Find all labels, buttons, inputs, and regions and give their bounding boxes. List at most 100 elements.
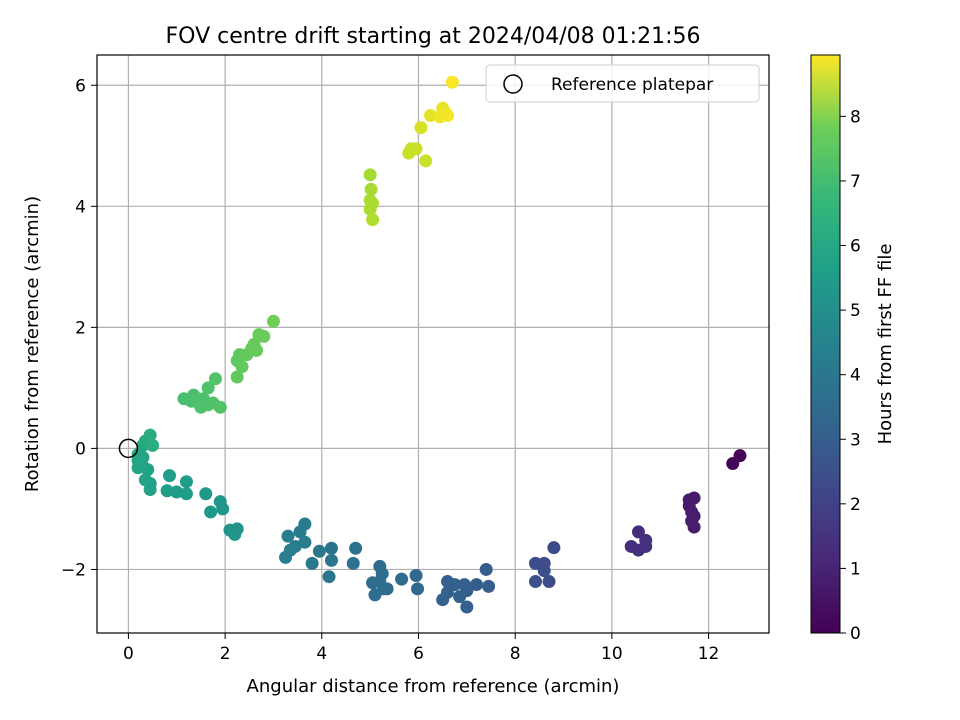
data-point [411, 582, 425, 596]
data-point [179, 475, 193, 489]
y-tick-label: 0 [75, 439, 86, 459]
y-tick-label: −2 [61, 560, 86, 580]
data-point [366, 213, 380, 227]
data-point [346, 556, 360, 570]
colorbar-tick-label: 0 [850, 624, 861, 644]
y-axis-ticks: −2 0 2 4 6 [61, 76, 97, 580]
data-point [395, 572, 409, 586]
data-point [528, 575, 542, 589]
colorbar-tick-label: 6 [850, 237, 861, 257]
data-point [199, 487, 213, 501]
data-point [257, 329, 271, 343]
colorbar-tick-label: 1 [850, 559, 861, 579]
data-point [441, 109, 455, 123]
x-axis-ticks: 0 2 4 6 8 10 12 [123, 633, 719, 664]
data-point [363, 168, 377, 182]
data-point [208, 372, 222, 386]
data-point [363, 202, 377, 216]
data-point [179, 487, 193, 501]
data-point [441, 575, 455, 589]
data-point [170, 485, 184, 499]
data-point [470, 578, 484, 592]
y-tick-label: 6 [75, 76, 86, 96]
data-point [143, 428, 157, 442]
x-tick-label: 4 [316, 644, 327, 664]
colorbar: 0 1 2 3 4 5 6 7 8 Hours from first FF file [810, 54, 896, 644]
data-point [687, 520, 701, 534]
data-point [402, 146, 416, 160]
legend-reference-marker [503, 74, 523, 94]
data-point [138, 473, 152, 487]
colorbar-tick-label: 2 [850, 495, 861, 515]
colorbar-gradient [810, 54, 841, 634]
data-point [631, 525, 645, 539]
y-tick-label: 2 [75, 318, 86, 338]
y-tick-label: 4 [75, 197, 86, 217]
data-point [136, 450, 150, 464]
data-point [419, 154, 433, 168]
data-point [368, 588, 382, 602]
chart-title: FOV centre drift starting at 2024/04/08 … [166, 24, 701, 49]
data-point [230, 370, 244, 384]
data-point [228, 527, 242, 541]
data-point [279, 550, 293, 564]
data-point [216, 502, 230, 516]
data-point [312, 544, 326, 558]
reference-platepar-marker [118, 438, 139, 459]
x-tick-label: 8 [510, 644, 521, 664]
data-point [424, 109, 438, 123]
data-point [537, 564, 551, 578]
colorbar-tick-label: 3 [850, 430, 861, 450]
x-axis-label: Angular distance from reference (arcmin) [247, 676, 620, 697]
data-point [414, 121, 428, 135]
data-point [460, 600, 474, 614]
data-point [281, 529, 295, 543]
data-point [305, 556, 319, 570]
data-point [213, 400, 227, 414]
data-point [528, 556, 542, 570]
x-tick-label: 6 [413, 644, 424, 664]
data-point [160, 484, 174, 498]
data-point [266, 314, 280, 328]
data-point [163, 469, 177, 483]
colorbar-label: Hours from first FF file [875, 244, 896, 445]
data-point [547, 541, 561, 555]
legend-box [485, 64, 760, 103]
colorbar-tick-label: 5 [850, 301, 861, 321]
colorbar-ticks: 0 1 2 3 4 5 6 7 8 [840, 107, 861, 644]
data-point [324, 541, 338, 555]
data-point [726, 457, 740, 471]
data-point [250, 343, 264, 357]
colorbar-tick-label: 4 [850, 366, 861, 386]
x-tick-label: 2 [220, 644, 231, 664]
grid-lines [97, 55, 769, 633]
x-tick-label: 12 [698, 644, 720, 664]
data-point [146, 438, 160, 452]
data-point [324, 553, 338, 567]
data-point [201, 381, 215, 395]
data-point [639, 539, 653, 553]
x-tick-label: 0 [123, 644, 134, 664]
data-point [235, 360, 249, 374]
data-point [436, 593, 450, 607]
data-point [479, 562, 493, 576]
plot-frame [96, 54, 770, 634]
data-point [204, 505, 218, 519]
data-point [542, 575, 556, 589]
colorbar-tick-label: 7 [850, 172, 861, 192]
y-axis-label: Rotation from reference (arcmin) [22, 196, 43, 492]
data-point [457, 578, 471, 592]
scatter-points [131, 75, 747, 614]
x-tick-label: 10 [601, 644, 623, 664]
data-point [482, 579, 496, 593]
data-point [445, 75, 459, 89]
data-point [409, 569, 423, 583]
legend-entry-reference-platepar: Reference platepar [551, 75, 713, 95]
data-point [349, 541, 363, 555]
legend: Reference platepar [485, 64, 760, 103]
data-point [322, 570, 336, 584]
colorbar-tick-label: 8 [850, 107, 861, 127]
data-point [364, 182, 378, 196]
data-point [293, 525, 307, 539]
